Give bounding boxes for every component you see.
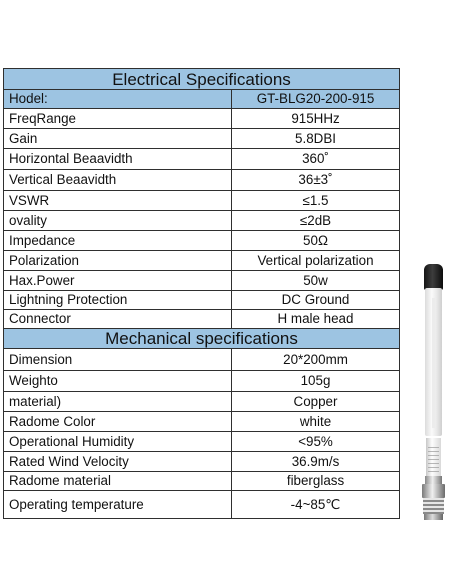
mechanical-title: Mechanical specifications [2, 328, 401, 349]
spec-label: Hax.Power [3, 270, 232, 291]
spec-value: 50w [230, 270, 401, 291]
spec-value: <95% [230, 431, 401, 452]
spec-label: Connector [3, 309, 232, 329]
model-row: Hodel: GT-BLG20-200-915 [3, 89, 401, 109]
spec-label: Vertical Beaavidth [3, 169, 232, 191]
spec-row-vertical-beaavidth: Vertical Beaavidth 36±3˚ [3, 169, 401, 191]
spec-row-horizontal-beaavidth: Horizontal Beaavidth 360˚ [3, 148, 401, 170]
spec-row-operating-temperature: Operating temperature -4~85℃ [3, 490, 401, 519]
spec-value: Copper [230, 391, 401, 412]
spec-label: material) [3, 391, 232, 412]
spec-label: Dimension [3, 348, 232, 371]
spec-row-vswr: VSWR ≤1.5 [3, 190, 401, 211]
spec-row-weighto: Weighto 105g [3, 370, 401, 392]
antenna-connector [424, 514, 443, 520]
spec-label: Gain [3, 128, 232, 149]
spec-row-dimension: Dimension 20*200mm [3, 348, 401, 371]
spec-row-lightning-protection: Lightning Protection DC Ground [3, 290, 401, 310]
spec-value: H male head [230, 309, 401, 329]
spec-row-material: material) Copper [3, 391, 401, 412]
spec-label: Radome material [3, 471, 232, 491]
antenna-radome-highlight [432, 298, 435, 428]
spec-value: ≤2dB [230, 210, 401, 231]
antenna-collar [425, 476, 442, 484]
spec-value: 915HHz [230, 108, 401, 129]
spec-value: 50Ω [230, 230, 401, 251]
antenna-label-text [428, 444, 439, 472]
antenna-thread [423, 498, 444, 514]
model-label: Hodel: [3, 89, 232, 109]
spec-value: -4~85℃ [230, 490, 401, 519]
spec-label: Lightning Protection [3, 290, 232, 310]
antenna-cap [424, 264, 443, 290]
spec-value: white [230, 411, 401, 432]
spec-value: fiberglass [230, 471, 401, 491]
spec-label: Horizontal Beaavidth [3, 148, 232, 170]
spec-label: Radome Color [3, 411, 232, 432]
spec-value: 36.9m/s [230, 451, 401, 472]
spec-label: FreqRange [3, 108, 232, 129]
spec-row-radome-color: Radome Color white [3, 411, 401, 432]
spec-label: VSWR [3, 190, 232, 211]
spec-value: 105g [230, 370, 401, 392]
mechanical-title-row: Mechanical specifications [2, 328, 401, 349]
antenna-image [412, 258, 452, 520]
electrical-title: Electrical Specifications [2, 68, 401, 90]
spec-table: Electrical Specifications Hodel: GT-BLG2… [2, 68, 401, 519]
spec-label: Weighto [3, 370, 232, 392]
spec-value: 20*200mm [230, 348, 401, 371]
spec-row-radome-material: Radome material fiberglass [3, 471, 401, 491]
spec-label: ovality [3, 210, 232, 231]
spec-row-polarization: Polarization Vertical polarization [3, 250, 401, 271]
spec-value: 360˚ [230, 148, 401, 170]
antenna-nut [422, 484, 445, 498]
spec-label: Polarization [3, 250, 232, 271]
spec-value: DC Ground [230, 290, 401, 310]
spec-row-hax-power: Hax.Power 50w [3, 270, 401, 291]
spec-row-ovality: ovality ≤2dB [3, 210, 401, 231]
spec-row-rated-wind-velocity: Rated Wind Velocity 36.9m/s [3, 451, 401, 472]
electrical-title-row: Electrical Specifications [2, 68, 401, 90]
model-value: GT-BLG20-200-915 [230, 89, 401, 109]
spec-row-freqrange: FreqRange 915HHz [3, 108, 401, 129]
spec-value: Vertical polarization [230, 250, 401, 271]
spec-value: 5.8DBI [230, 128, 401, 149]
spec-value: 36±3˚ [230, 169, 401, 191]
spec-row-connector: Connector H male head [3, 309, 401, 329]
spec-label: Operating temperature [3, 490, 232, 519]
spec-row-impedance: Impedance 50Ω [3, 230, 401, 251]
spec-label: Operational Humidity [3, 431, 232, 452]
spec-row-operational-humidity: Operational Humidity <95% [3, 431, 401, 452]
spec-row-gain: Gain 5.8DBI [3, 128, 401, 149]
spec-table-body: Electrical Specifications Hodel: GT-BLG2… [2, 68, 401, 519]
spec-value: ≤1.5 [230, 190, 401, 211]
spec-label: Impedance [3, 230, 232, 251]
spec-label: Rated Wind Velocity [3, 451, 232, 472]
